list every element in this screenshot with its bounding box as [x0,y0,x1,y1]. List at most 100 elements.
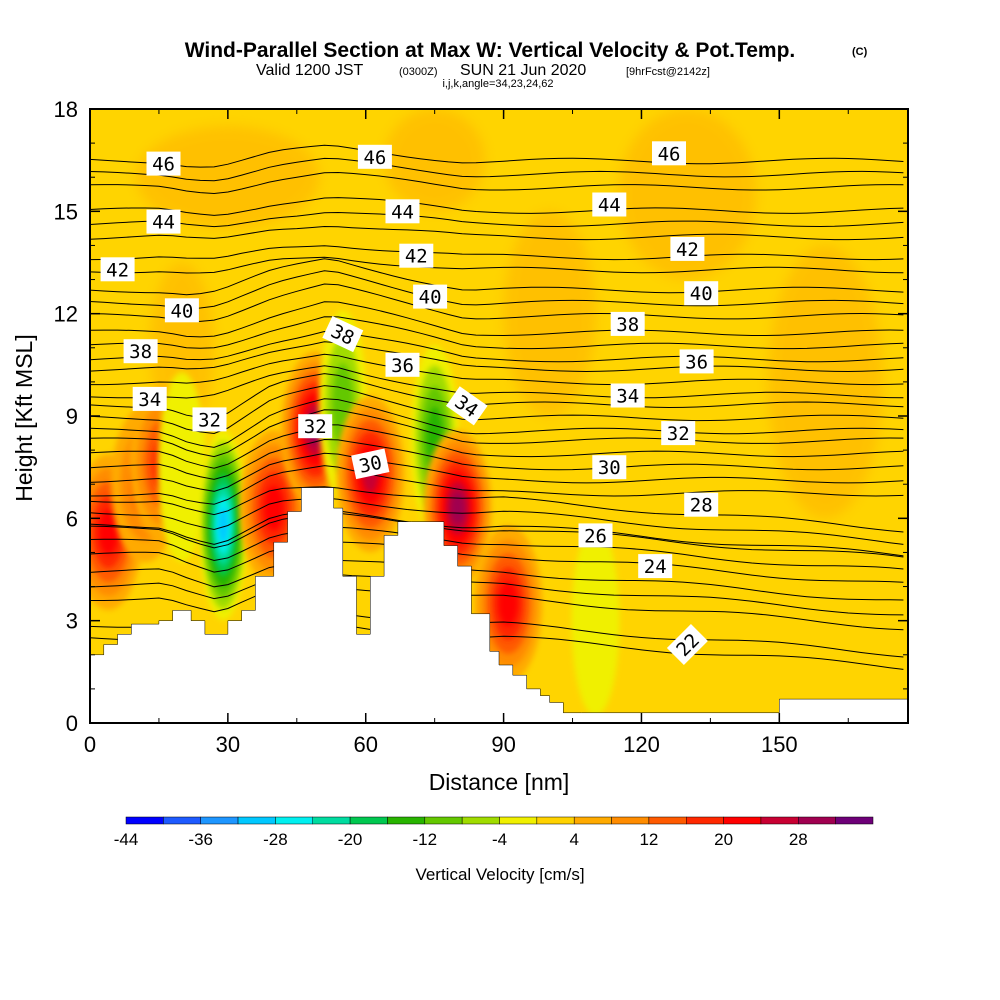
forecast-info: [9hrFcst@2142z] [626,66,710,78]
colorbar-swatch [760,816,799,825]
colorbar-swatch [461,816,500,825]
contour-label-text: 44 [152,212,175,234]
contour-label-text: 40 [690,283,713,305]
contour-label: 30 [592,455,627,480]
x-axis: 0 30 60 90 120 150 [84,109,849,757]
colorbar-swatch [200,816,239,825]
contour-label-text: 46 [658,143,681,165]
contour-label: 36 [679,349,714,374]
colorbar-swatch [536,816,575,825]
theta-contour-line [90,512,904,558]
colorbar-swatch [798,816,836,825]
colorbar-tick-label: -44 [114,830,139,849]
theta-contour-line [90,258,904,296]
contour-label: 32 [192,407,227,432]
field-patch [503,211,596,416]
velocity-level [98,509,119,555]
colorbar-swatch [424,816,463,825]
contour-label-text: 28 [690,495,713,517]
contour-label: 38 [610,311,645,336]
valid-utc: (0300Z) [399,66,438,78]
contour-label-text: 30 [357,452,384,478]
contour-label: 30 [351,448,390,480]
theta-contour-line [90,144,904,168]
theta-contour-line [90,398,904,448]
theta-contour-line [90,301,904,338]
theta-contour-line [90,330,904,363]
colorbar-tick-label: 12 [639,830,658,849]
theta-contour-line [90,541,904,583]
theta-contour-line [90,225,904,241]
y-tick-label: 12 [54,302,78,327]
contour-label: 46 [357,144,392,169]
contour-label-text: 36 [391,355,414,377]
contour-label: 38 [123,339,158,364]
contour-label: 40 [413,284,448,309]
colorbar-tick-label: -20 [338,830,363,849]
chart-title: Wind-Parallel Section at Max W: Vertical… [185,39,868,62]
y-tick-label: 3 [66,609,78,634]
theta-contour-line [90,486,904,533]
contour-label: 32 [298,414,333,439]
contour-label-text: 46 [152,154,175,176]
velocity-cell [199,430,248,621]
x-axis-label: Distance [nm] [429,769,570,795]
contour-label: 44 [146,209,181,234]
contour-label: 34 [132,386,167,411]
contour-label-text: 44 [391,201,414,223]
velocity-level [264,485,284,531]
theta-contour-line [90,559,904,601]
theta-contour-line [90,157,904,182]
contour-label-text: 46 [363,147,386,169]
colorbar-label: Vertical Velocity [cm/s] [415,865,584,884]
contour-label: 26 [578,523,613,548]
theta-contour-line [90,256,904,274]
contour-label: 44 [385,199,420,224]
colorbar-tick-label: 4 [569,830,578,849]
theta-contour-line [90,573,904,616]
contour-label-text: 42 [405,246,428,268]
y-tick-label: 18 [54,97,78,122]
velocity-cell [571,525,620,716]
colorbar-swatch [387,816,426,825]
velocity-level [498,581,518,626]
contour-label-text: 32 [667,423,690,445]
colorbar-tick-label: -36 [188,830,213,849]
y-tick-label: 9 [66,404,78,429]
theta-contour-line [90,270,904,310]
contour-label: 32 [661,421,696,446]
colorbar-swatch [648,816,687,825]
theta-contour-line [90,283,904,322]
theta-contour-line [90,353,904,386]
contour-label: 36 [385,352,420,377]
x-tick-label: 120 [623,732,660,757]
contour-label: 42 [670,236,705,261]
theta-contour-line [90,245,904,261]
theta-contours [90,144,904,670]
contour-label-text: 30 [598,457,621,479]
colorbar-swatch [125,816,164,825]
contour-label-text: 38 [129,341,152,363]
colorbar-tick-label: 28 [789,830,808,849]
grid-params: i,j,k,angle=34,23,24,62 [442,78,553,90]
title-main: Wind-Parallel Section at Max W: Vertical… [185,39,796,62]
contour-label: 24 [638,554,673,579]
colorbar-swatch [835,816,874,825]
terrain [90,487,908,723]
x-tick-label: 60 [353,732,377,757]
x-tick-label: 0 [84,732,96,757]
colorbar-swatch [349,816,388,825]
contour-label-text: 40 [170,300,193,322]
theta-contour-line [90,497,904,545]
colorbar-swatch [275,816,313,825]
theta-contour-line [90,526,904,570]
contour-label: 40 [164,298,199,323]
theta-contour-line [90,465,904,505]
colorbar-tick-label: -12 [413,830,438,849]
contour-label-text: 26 [584,525,607,547]
chart-subtitle: Valid 1200 JST (0300Z) SUN 21 Jun 2020 [… [256,62,710,90]
theta-contour-line [90,171,904,195]
